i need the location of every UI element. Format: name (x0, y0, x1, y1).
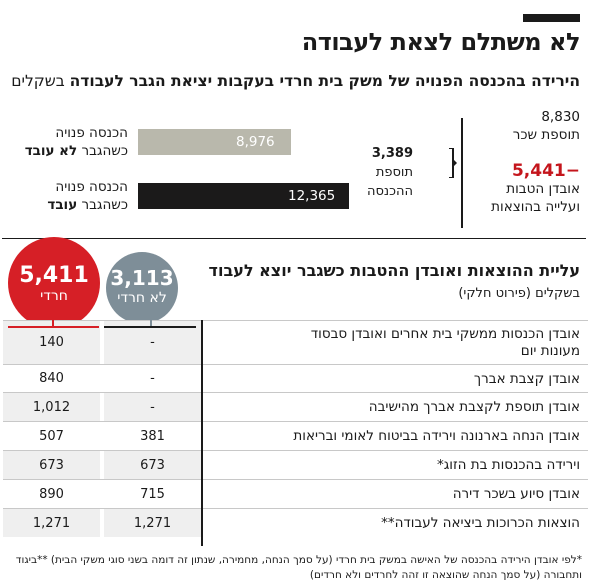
income-difference-value: 3,389 (371, 146, 413, 161)
salary-supplement: 8,830 תוספת שכר (513, 108, 580, 144)
haredi-column-stem (52, 318, 54, 327)
haredi-total-label: חרדי (40, 288, 68, 304)
row-label-line: אובדן הכנסות ממשקי בית אחרים ואובדן סבסו… (310, 326, 580, 342)
row-label-line: מעונות יום (520, 343, 580, 359)
bar-label-emphasis: עובד (47, 197, 78, 213)
bar-label-not-working: הכנסה פנויה כשהגבר לא עובד (25, 124, 128, 160)
non-haredi-total-circle: 3,113 לא חרדי (106, 252, 178, 324)
non-haredi-value: - (104, 321, 201, 364)
non-haredi-value: - (104, 393, 201, 421)
non-haredi-value: 1,271 (104, 509, 201, 537)
income-difference-bracket (449, 148, 457, 178)
net-loss-value: −5,441 (511, 161, 580, 181)
table-title: עליית ההוצאות ואובדן ההטבות כשגבר יוצא ל… (208, 261, 580, 280)
haredi-column-header-line (8, 326, 99, 328)
non-haredi-value: - (150, 371, 155, 386)
haredi-value: 890 (39, 486, 64, 502)
row-label: אובדן תוספת לקצבת אברך מהישיבה (369, 399, 580, 416)
row-label-line: הוצאות הכרוכות ביציאה לעבודה** (381, 515, 580, 531)
row-label-line: וירידה בהכנסות בת הזוג* (436, 457, 580, 473)
row-label-line: אובדן סיוע בשכר דירה (452, 486, 580, 502)
summary-divider (461, 118, 463, 228)
non-haredi-total-label: לא חרדי (117, 290, 167, 306)
bar-label-working: הכנסה פנויה כשהגבר עובד (47, 178, 128, 214)
section-divider (2, 238, 586, 239)
table-subtitle: בשקלים (פירוט חלקי) (458, 286, 580, 301)
bar-working: 12,365 (138, 183, 349, 209)
income-difference: 3,389 תוספת ההכנסה (361, 144, 413, 201)
row-label: אובדן הכנסות ממשקי בית אחרים ואובדן סבסו… (311, 326, 580, 360)
subtitle-unit: בשקלים (11, 72, 65, 90)
table-row: אובדן סיוע בשכר דירה 715 890 (3, 479, 588, 508)
row-label: אובדן סיוע בשכר דירה (453, 486, 580, 503)
net-loss-label-1: אובדן הטבות (506, 181, 580, 197)
non-haredi-column-stem (150, 318, 152, 327)
haredi-value: 840 (39, 371, 64, 386)
haredi-value: 1,271 (3, 509, 100, 537)
non-haredi-total-value: 3,113 (110, 266, 174, 290)
bar-label-line: הכנסה פנויה (55, 125, 128, 141)
bar-label-line: הכנסה פנויה (55, 179, 128, 195)
haredi-total-value: 5,411 (19, 263, 89, 288)
page-title: לא משתלם לצאת לעבודה (301, 28, 581, 56)
haredi-total-circle: 5,411 חרדי (8, 237, 100, 329)
bar-value-not-working: 8,976 (236, 134, 275, 150)
page-subtitle: הירידה בהכנסה הפנויה של משק בית חרדי בעק… (11, 72, 580, 90)
table-row: אובדן קצבת אברך - 840 (3, 364, 588, 392)
salary-supplement-value: 8,830 (541, 109, 580, 125)
haredi-value: 673 (3, 451, 100, 479)
salary-supplement-label: תוספת שכר (512, 127, 580, 143)
haredi-value: 507 (39, 428, 64, 444)
row-label: אובדן הנחה בארנונה וירידה בביטוח לאומי ו… (293, 428, 580, 445)
haredi-value: 1,012 (3, 393, 100, 421)
table-row: וירידה בהכנסות בת הזוג* 673 673 (3, 450, 588, 479)
net-loss: −5,441 אובדן הטבות ועלייה בהוצאות (491, 162, 580, 216)
top-rule (523, 14, 580, 22)
bar-value-working: 12,365 (288, 188, 336, 204)
row-label: וירידה בהכנסות בת הזוג* (437, 457, 580, 474)
bar-not-working: 8,976 (138, 129, 291, 155)
non-haredi-value: 673 (104, 451, 201, 479)
row-label-line: אובדן תוספת לקצבת אברך מהישיבה (368, 399, 580, 415)
bar-label-emphasis: לא עובד (24, 143, 78, 159)
row-label: הוצאות הכרוכות ביציאה לעבודה** (381, 515, 580, 532)
row-label-line: אובדן קצבת אברך (473, 371, 580, 387)
table-row: אובדן הכנסות ממשקי בית אחרים ואובדן סבסו… (3, 320, 588, 364)
haredi-value: 140 (3, 321, 100, 364)
net-loss-label-2: ועלייה בהוצאות (491, 199, 580, 215)
table-column-divider (201, 320, 203, 546)
subtitle-text: הירידה בהכנסה הפנויה של משק בית חרדי בעק… (69, 72, 580, 90)
table-row: אובדן תוספת לקצבת אברך מהישיבה -1,012 (3, 392, 588, 421)
footnote: *לפי אובדן הירידה בהכנסה של האישה במשק ב… (15, 554, 582, 581)
bar-label-line: כשהגבר לא עובד (24, 143, 128, 159)
table-row: אובדן הנחה בארנונה וירידה בביטוח לאומי ו… (3, 421, 588, 450)
table-row: הוצאות הכרוכות ביציאה לעבודה** 1,271 1,271 (3, 508, 588, 537)
row-label-line: אובדן הנחה בארנונה וירידה בביטוח לאומי ו… (293, 428, 580, 444)
non-haredi-column-header-line (104, 326, 196, 328)
row-label: אובדן קצבת אברך (474, 371, 580, 388)
non-haredi-value: 715 (140, 486, 165, 502)
non-haredi-value: 381 (140, 428, 165, 444)
bar-label-line: כשהגבר עובד (47, 197, 128, 213)
income-difference-label: תוספת ההכנסה (367, 165, 413, 199)
